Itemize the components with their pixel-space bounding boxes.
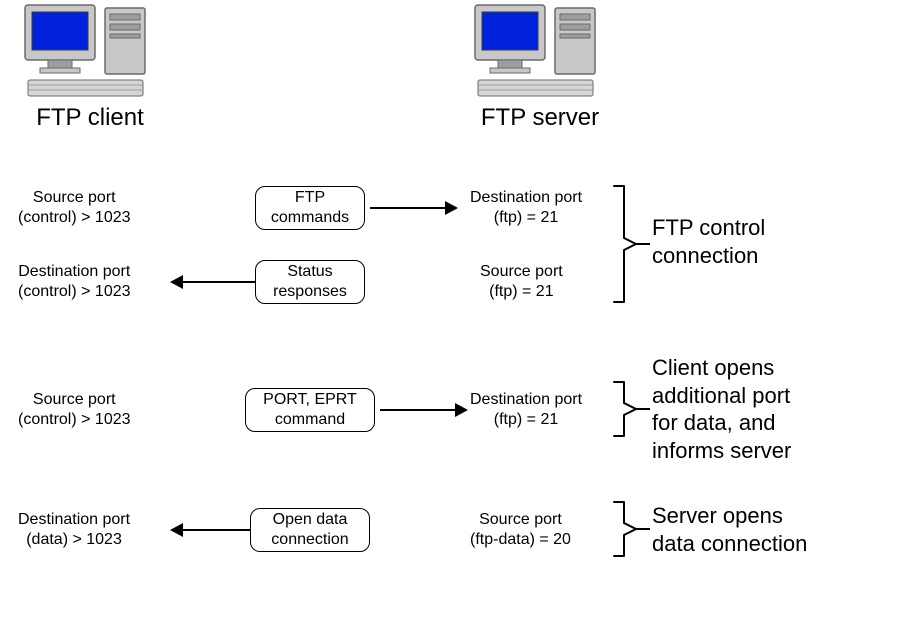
- server-title: FTP server: [470, 104, 610, 132]
- computer-icon: [470, 0, 610, 100]
- row2-msg-box: PORT, EPRTcommand: [245, 388, 375, 432]
- client-title: FTP client: [20, 104, 160, 132]
- row1-arrow-left: [168, 272, 258, 292]
- row0-client-port: Source port(control) > 1023: [18, 188, 131, 228]
- server-computer: FTP server: [470, 0, 610, 132]
- row3-msg-box: Open dataconnection: [250, 508, 370, 552]
- ftp-connection-diagram: FTP client FTP server Source port(contro…: [0, 0, 920, 634]
- row2-arrow-right: [380, 400, 470, 420]
- client-computer: FTP client: [20, 0, 160, 132]
- annot-server-opens: Server opensdata connection: [652, 502, 807, 557]
- row0-server-port: Destination port(ftp) = 21: [470, 188, 582, 228]
- row1-msg-box: Statusresponses: [255, 260, 365, 304]
- row3-client-port: Destination port(data) > 1023: [18, 510, 130, 550]
- row1-client-port: Destination port(control) > 1023: [18, 262, 131, 302]
- row2-server-port: Destination port(ftp) = 21: [470, 390, 582, 430]
- row3-arrow-left: [168, 520, 252, 540]
- row1-server-port: Source port(ftp) = 21: [480, 262, 563, 302]
- row0-arrow-right: [370, 198, 460, 218]
- row2-client-port: Source port(control) > 1023: [18, 390, 131, 430]
- brace-client-opens: [610, 380, 650, 438]
- annot-control: FTP controlconnection: [652, 214, 765, 269]
- brace-control: [610, 184, 650, 304]
- row3-server-port: Source port(ftp-data) = 20: [470, 510, 571, 550]
- computer-icon: [20, 0, 160, 100]
- brace-server-opens: [610, 500, 650, 558]
- row0-msg-box: FTPcommands: [255, 186, 365, 230]
- annot-client-opens: Client opens additional port for data, a…: [652, 354, 791, 464]
